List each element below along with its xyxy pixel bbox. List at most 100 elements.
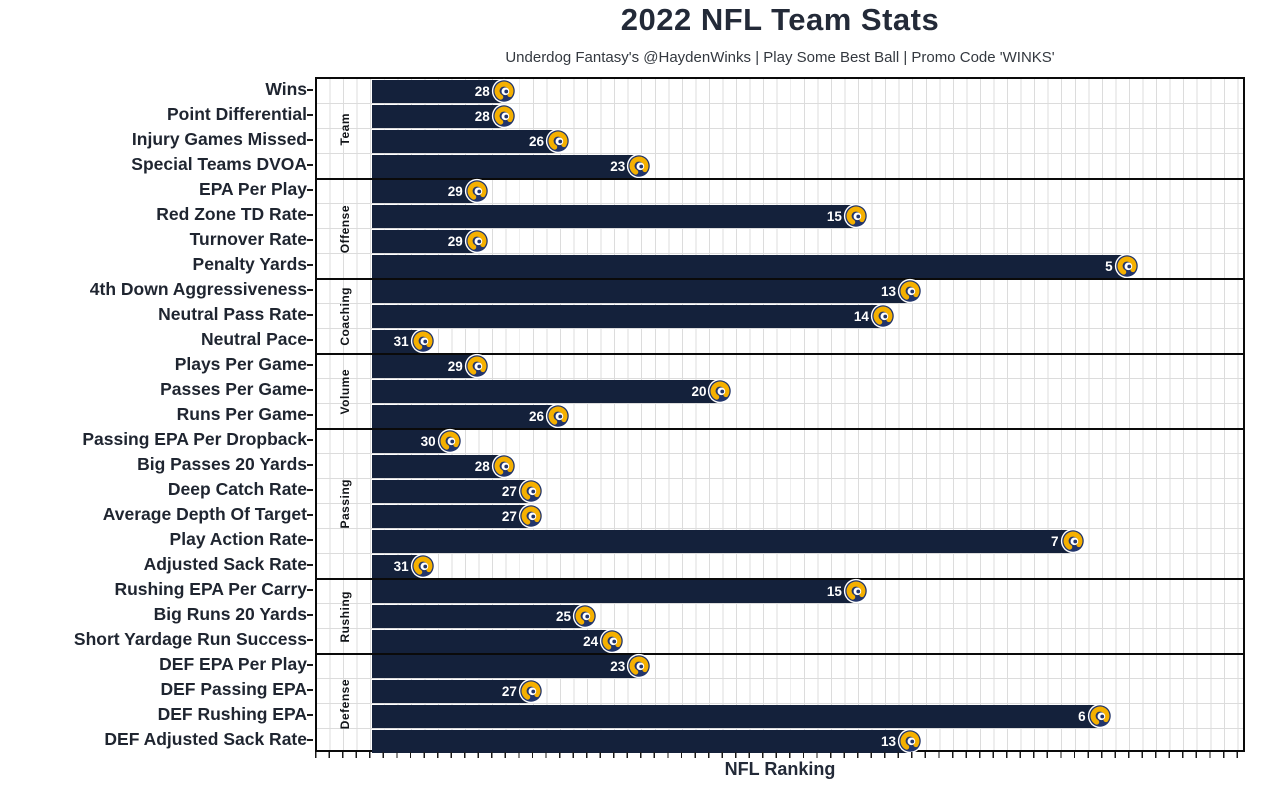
y-axis-category-labels: Wins Point Differential Injury Games Misse… (0, 77, 307, 752)
rams-helmet-icon (464, 228, 490, 254)
category-label: Big Passes 20 Yards (137, 454, 307, 474)
y-tick (307, 363, 313, 366)
group-label-text: Team (337, 112, 352, 146)
rank-value-label: 31 (393, 559, 409, 574)
group-separator-line (317, 277, 1243, 281)
category-label: Penalty Yards (192, 254, 307, 274)
rams-helmet-icon (870, 303, 896, 329)
y-tick (307, 563, 313, 566)
x-axis-label: NFL Ranking (724, 759, 836, 779)
category-label: Average Depth Of Target (102, 504, 307, 524)
rams-helmet-icon (707, 378, 733, 404)
rank-value-label: 13 (881, 284, 897, 299)
rank-value-label: 27 (501, 484, 517, 499)
group-label-defense: Defense (317, 654, 372, 754)
rams-helmet-icon (410, 553, 436, 579)
rank-value-label: 23 (610, 159, 626, 174)
category-label: Runs Per Game (176, 404, 307, 424)
group-separator-line (317, 577, 1243, 581)
category-label: Rushing EPA Per Carry (114, 579, 307, 599)
y-tick (307, 488, 313, 491)
y-tick (307, 463, 313, 466)
rams-helmet-icon (1114, 253, 1140, 279)
y-axis-ticks (307, 77, 315, 752)
rams-helmet-icon (897, 728, 923, 754)
category-label: DEF Rushing EPA (157, 704, 307, 724)
group-label-rushing: Rushing (317, 579, 372, 654)
rank-bar: 20 (372, 378, 733, 404)
rank-bar: 13 (372, 278, 923, 304)
rams-helmet-icon (843, 203, 869, 229)
group-label-text: Coaching (337, 287, 352, 346)
category-label: DEF Passing EPA (160, 679, 307, 699)
y-tick (307, 713, 313, 716)
category-label: Special Teams DVOA (131, 154, 307, 174)
group-label-text: Volume (337, 368, 352, 415)
category-label: Turnover Rate (189, 229, 307, 249)
group-label-text: Rushing (337, 590, 352, 643)
group-label-text: Offense (337, 204, 352, 254)
y-tick (307, 688, 313, 691)
rank-value-label: 5 (1105, 259, 1113, 274)
chart-subtitle: Underdog Fantasy's @HaydenWinks | Play S… (505, 49, 1055, 66)
rams-helmet-icon (518, 478, 544, 504)
rams-helmet-icon (1060, 528, 1086, 554)
group-label-offense: Offense (317, 179, 372, 279)
group-separator-line (317, 177, 1243, 181)
rank-bar: 13 (372, 728, 923, 754)
y-tick (307, 163, 313, 166)
rank-bar: 26 (372, 403, 571, 429)
category-label: Red Zone TD Rate (156, 204, 307, 224)
rank-bar: 24 (372, 628, 625, 654)
y-tick (307, 738, 313, 741)
rank-bar: 27 (372, 478, 544, 504)
rank-bar: 15 (372, 203, 869, 229)
chart-title: 2022 NFL Team Stats (620, 2, 940, 37)
y-tick (307, 663, 313, 666)
rank-bar: 14 (372, 303, 896, 329)
group-label-passing: Passing (317, 429, 372, 579)
rams-helmet-icon (464, 178, 490, 204)
rank-value-label: 29 (447, 234, 463, 249)
rank-bar: 29 (372, 228, 489, 254)
rams-helmet-icon (491, 78, 517, 104)
rank-value-label: 6 (1078, 709, 1086, 724)
rank-bar: 27 (372, 503, 544, 529)
rank-value-label: 31 (393, 334, 409, 349)
rank-bar: 26 (372, 128, 571, 154)
rank-value-label: 15 (826, 584, 842, 599)
rank-value-label: 26 (528, 409, 544, 424)
rank-bar: 23 (372, 653, 652, 679)
category-label: Injury Games Missed (131, 129, 307, 149)
rams-helmet-icon (518, 678, 544, 704)
category-label: 4th Down Aggressiveness (89, 279, 307, 299)
rams-helmet-icon (545, 403, 571, 429)
group-label-volume: Volume (317, 354, 372, 429)
group-label-team: Team (317, 79, 372, 179)
rams-helmet-icon (410, 328, 436, 354)
rams-helmet-icon (626, 153, 652, 179)
rank-bar: 7 (372, 528, 1085, 554)
group-separator-line (317, 352, 1243, 356)
category-label: Adjusted Sack Rate (143, 554, 307, 574)
y-tick (307, 538, 313, 541)
x-axis-ticks (315, 752, 1245, 758)
rank-bar: 28 (372, 103, 516, 129)
category-label: DEF Adjusted Sack Rate (104, 729, 307, 749)
y-tick (307, 138, 313, 141)
rams-helmet-icon (491, 103, 517, 129)
y-tick (307, 113, 313, 116)
rams-helmet-icon (572, 603, 598, 629)
rank-bar: 23 (372, 153, 652, 179)
rams-helmet-icon (491, 453, 517, 479)
rams-helmet-icon (518, 503, 544, 529)
group-label-coaching: Coaching (317, 279, 372, 354)
category-label: Point Differential (166, 104, 307, 124)
rams-helmet-icon (626, 653, 652, 679)
rank-value-label: 24 (583, 634, 599, 649)
rank-bar: 29 (372, 353, 489, 379)
rank-value-label: 7 (1051, 534, 1059, 549)
y-tick (307, 388, 313, 391)
rams-helmet-icon (464, 353, 490, 379)
rank-value-label: 20 (691, 384, 707, 399)
